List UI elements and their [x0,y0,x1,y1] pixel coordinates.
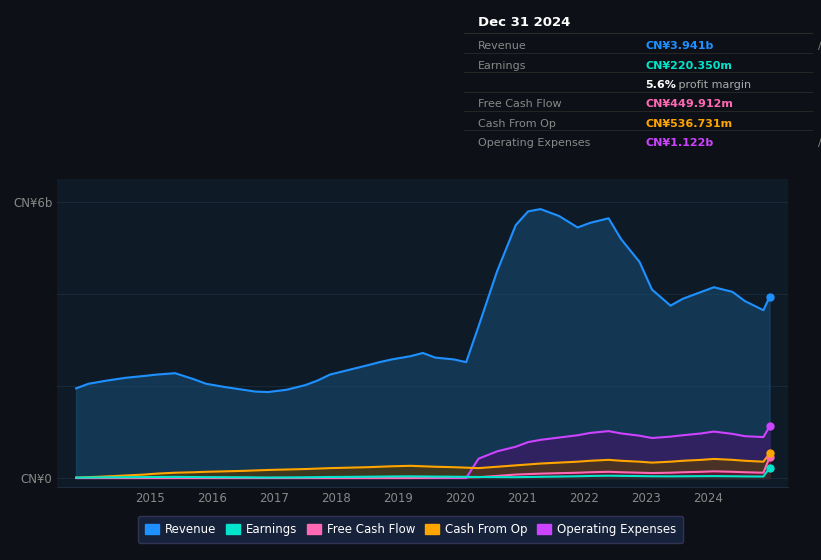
Text: CN¥220.350m: CN¥220.350m [645,60,732,71]
Text: Operating Expenses: Operating Expenses [478,138,590,148]
Text: 5.6%: 5.6% [645,80,677,90]
Text: /yr: /yr [818,41,821,51]
Text: /yr: /yr [818,138,821,148]
Text: Revenue: Revenue [478,41,526,51]
Text: CN¥1.122b: CN¥1.122b [645,138,713,148]
Text: CN¥449.912m: CN¥449.912m [645,99,733,109]
Text: profit margin: profit margin [675,80,751,90]
Text: Dec 31 2024: Dec 31 2024 [478,16,571,29]
Text: Free Cash Flow: Free Cash Flow [478,99,562,109]
Text: Earnings: Earnings [478,60,526,71]
Legend: Revenue, Earnings, Free Cash Flow, Cash From Op, Operating Expenses: Revenue, Earnings, Free Cash Flow, Cash … [138,516,683,543]
Text: CN¥536.731m: CN¥536.731m [645,119,732,129]
Text: Cash From Op: Cash From Op [478,119,556,129]
Text: CN¥3.941b: CN¥3.941b [645,41,713,51]
